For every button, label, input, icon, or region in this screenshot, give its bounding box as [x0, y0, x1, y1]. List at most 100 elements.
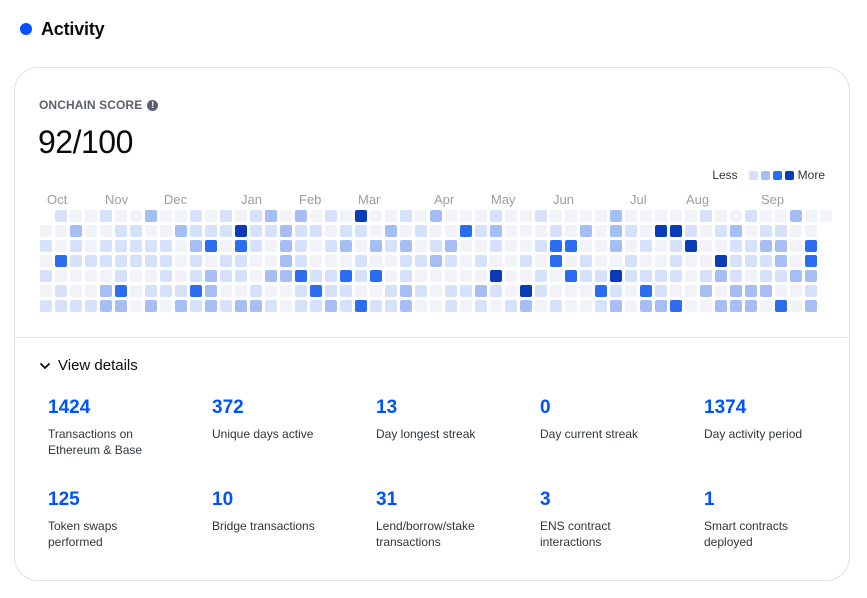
heatmap-cell [625, 210, 637, 222]
heatmap-cell [265, 285, 277, 297]
heatmap-cell [565, 285, 577, 297]
heatmap-cell [40, 240, 52, 252]
heatmap-cell [190, 210, 202, 222]
heatmap-cell [475, 240, 487, 252]
heatmap-cell [85, 270, 97, 282]
heatmap-cell [85, 255, 97, 267]
heatmap-cell [40, 285, 52, 297]
heatmap-cell [595, 225, 607, 237]
heatmap-cell [670, 210, 682, 222]
heatmap-cell [130, 225, 142, 237]
heatmap-cell [250, 285, 262, 297]
score-label: ONCHAIN SCORE [39, 98, 143, 112]
heatmap-cell [655, 270, 667, 282]
heatmap-cell [685, 240, 697, 252]
heatmap-cell [805, 210, 817, 222]
heatmap-cell [115, 270, 127, 282]
heatmap-cell [40, 270, 52, 282]
heatmap-cell [745, 270, 757, 282]
heatmap-months: Oct Nov Dec Jan Feb Mar Apr May Jun Jul … [15, 192, 851, 208]
stat-value: 1374 [704, 397, 747, 418]
info-icon[interactable]: ! [147, 99, 159, 111]
month-label: Jun [553, 192, 574, 207]
heatmap-cell [505, 255, 517, 267]
stat-activity-period: 1374 Day activity period [704, 397, 854, 442]
heatmap-cell [100, 210, 112, 222]
heatmap-cell [805, 240, 817, 252]
heatmap-cell [280, 225, 292, 237]
heatmap-cell [565, 270, 577, 282]
heatmap-cell [730, 225, 742, 237]
heatmap-cell [70, 240, 82, 252]
heatmap-cell [235, 285, 247, 297]
heatmap-cell [415, 255, 427, 267]
heatmap-cell [355, 300, 367, 312]
heatmap-cell [430, 225, 442, 237]
stat-value: 372 [212, 397, 244, 418]
heatmap-cell [355, 210, 367, 222]
heatmap-cell [445, 270, 457, 282]
heatmap-cell [670, 270, 682, 282]
heatmap-cell [55, 240, 67, 252]
heatmap-cell [640, 210, 652, 222]
divider [15, 337, 849, 338]
heatmap-cell [655, 300, 667, 312]
score-label-row: ONCHAIN SCORE ! [39, 98, 159, 112]
heatmap-cell [40, 225, 52, 237]
heatmap-cell [790, 285, 802, 297]
heatmap-cell [355, 225, 367, 237]
view-details-toggle[interactable]: View details [39, 357, 138, 374]
heatmap-cell [385, 225, 397, 237]
heatmap-cell [550, 225, 562, 237]
heatmap-cell [760, 255, 772, 267]
activity-card: ONCHAIN SCORE ! 92/100 Less More Oct Nov… [14, 67, 850, 581]
heatmap-cell [325, 300, 337, 312]
heatmap-cell [175, 240, 187, 252]
heatmap-cell [370, 225, 382, 237]
heatmap-cell [700, 240, 712, 252]
heatmap-cell [730, 300, 742, 312]
month-label: Oct [47, 192, 68, 207]
heatmap-cell [790, 255, 802, 267]
heatmap-cell [100, 270, 112, 282]
activity-heatmap [40, 210, 832, 312]
heatmap-cell [640, 300, 652, 312]
heatmap-cell [325, 285, 337, 297]
heatmap-cell [430, 270, 442, 282]
heatmap-cell [400, 300, 412, 312]
heatmap-cell [640, 240, 652, 252]
heatmap-cell [295, 270, 307, 282]
heatmap-cell [550, 285, 562, 297]
heatmap-cell [715, 300, 727, 312]
heatmap-cell [505, 270, 517, 282]
heatmap-cell [205, 210, 217, 222]
heatmap-cell [505, 225, 517, 237]
stat-value: 10 [212, 489, 234, 510]
heatmap-cell [190, 300, 202, 312]
heatmap-cell [805, 300, 817, 312]
heatmap-cell [430, 300, 442, 312]
heatmap-cell [340, 240, 352, 252]
heatmap-cell [610, 255, 622, 267]
stat-value: 13 [376, 397, 398, 418]
heatmap-cell [385, 300, 397, 312]
heatmap-cell [655, 285, 667, 297]
heatmap-cell [175, 210, 187, 222]
heatmap-cell [160, 210, 172, 222]
heatmap-cell [385, 270, 397, 282]
heatmap-cell [685, 270, 697, 282]
heatmap-cell [280, 300, 292, 312]
score-value: 92/100 [38, 124, 133, 160]
heatmap-cell [130, 210, 142, 222]
heatmap-cell [160, 225, 172, 237]
heatmap-cell [700, 300, 712, 312]
heatmap-cell [775, 225, 787, 237]
heatmap-cell [190, 255, 202, 267]
heatmap-cell [625, 240, 637, 252]
heatmap-cell [730, 270, 742, 282]
heatmap-cell [100, 225, 112, 237]
heatmap-cell [145, 225, 157, 237]
heatmap-cell [490, 255, 502, 267]
month-label: Sep [761, 192, 785, 207]
heatmap-cell [445, 285, 457, 297]
